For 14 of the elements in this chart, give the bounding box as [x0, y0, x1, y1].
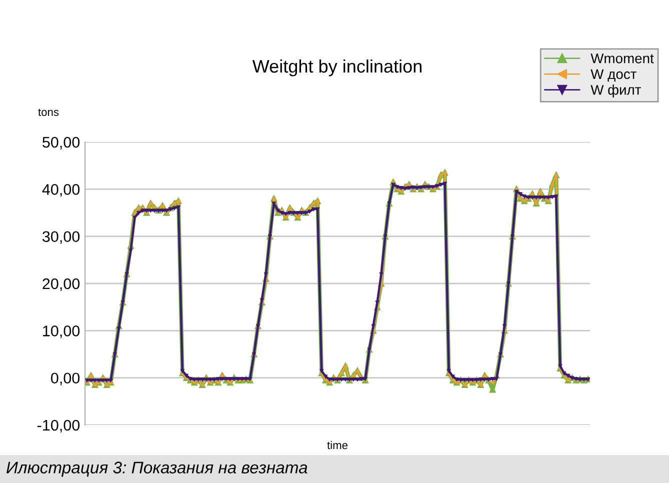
x-axis-title: time: [327, 440, 348, 450]
chart-title: Weitght by inclination: [252, 59, 422, 76]
legend-label: W дост: [590, 69, 636, 82]
y-tick-label: 10,00: [43, 326, 80, 338]
legend-label: Wmoment: [590, 54, 654, 64]
y-tick-label: 20,00: [42, 278, 80, 291]
text: Илюстрация 3: Показания на везната: [6, 462, 308, 477]
y-tick-label: -10,00: [38, 420, 80, 432]
y-tick-label: 0,00: [51, 372, 80, 386]
legend-label: W филт: [590, 84, 641, 98]
y-tick-label: 30,00: [42, 231, 80, 244]
y-axis-title: tons: [38, 108, 59, 116]
y-tick-label: 50,00: [42, 136, 80, 150]
y-tick-label: 40,00: [42, 184, 80, 197]
